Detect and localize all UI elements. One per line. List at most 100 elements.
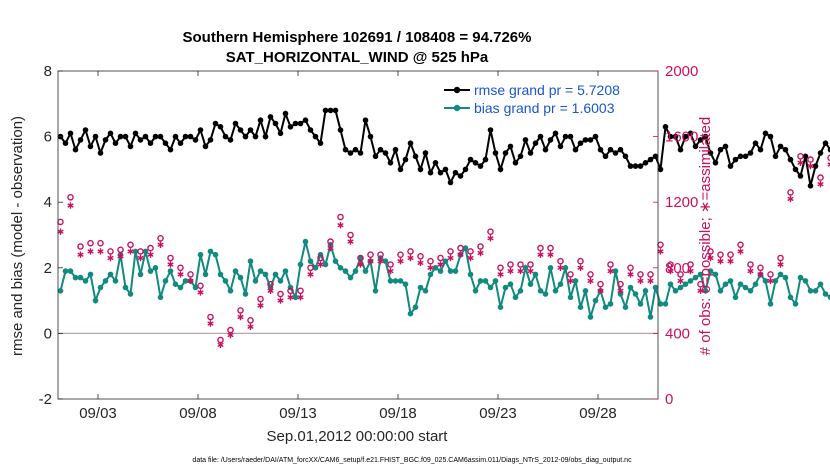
rmse-point xyxy=(792,166,799,173)
bias-point xyxy=(392,278,399,284)
rmse-point xyxy=(487,127,494,133)
obs-assimilated-point xyxy=(317,261,324,268)
obs-assimilated-point xyxy=(167,261,174,268)
obs-assimilated-point xyxy=(677,277,684,285)
rmse-point xyxy=(437,169,444,176)
bias-point xyxy=(202,271,209,278)
obs-assimilated-point xyxy=(457,251,464,258)
left-y-tick-label: 0 xyxy=(44,325,52,342)
bias-point xyxy=(87,271,94,278)
obs-possible-point xyxy=(657,241,664,249)
bias-point xyxy=(492,278,499,284)
rmse-point xyxy=(552,130,559,137)
obs-possible-point xyxy=(117,246,124,254)
obs-assimilated-point xyxy=(137,254,144,262)
obs-assimilated-point xyxy=(697,287,704,294)
obs-assimilated-point xyxy=(247,323,254,330)
left-y-tick-label: 6 xyxy=(44,129,52,146)
obs-possible-point xyxy=(107,248,114,255)
obs-possible-point xyxy=(367,251,374,258)
obs-possible-point xyxy=(597,280,604,288)
rmse-point xyxy=(292,120,299,127)
bias-point xyxy=(102,278,109,284)
obs-assimilated-point xyxy=(497,271,504,278)
obs-assimilated-point xyxy=(397,258,404,265)
obs-assimilated-point xyxy=(357,261,364,268)
obs-assimilated-point xyxy=(157,241,164,248)
rmse-point xyxy=(312,133,319,140)
obs-assimilated-point xyxy=(107,254,114,262)
rmse-point xyxy=(117,133,124,140)
bias-point xyxy=(177,284,184,291)
bias-point xyxy=(742,284,749,291)
bias-point xyxy=(732,294,739,301)
bias-point xyxy=(292,294,299,301)
right-y-axis-label: # of obs: o=possible; ∗=assimilated xyxy=(697,117,714,356)
obs-possible-point xyxy=(277,290,284,298)
rmse-point xyxy=(302,117,309,123)
obs-assimilated-point xyxy=(147,251,154,258)
obs-assimilated-point xyxy=(737,248,744,255)
bias-point xyxy=(132,248,139,255)
rmse-point xyxy=(137,137,144,143)
obs-assimilated-point xyxy=(277,297,284,304)
bias-point xyxy=(792,301,799,307)
obs-assimilated-point xyxy=(237,313,244,321)
rmse-point xyxy=(277,130,284,137)
rmse-point xyxy=(462,166,469,173)
bias-point xyxy=(612,268,619,274)
obs-assimilated-point xyxy=(297,294,304,301)
plot-frame xyxy=(57,70,659,400)
rmse-point xyxy=(242,133,249,140)
x-axis-label: Sep.01,2012 00:00:00 start xyxy=(267,428,449,445)
obs-assimilated-point xyxy=(227,331,234,339)
rmse-point xyxy=(677,146,684,153)
bias-point xyxy=(412,304,419,311)
bias-line xyxy=(59,241,830,318)
obs-assimilated-point xyxy=(217,341,224,349)
bias-point xyxy=(822,291,829,297)
obs-assimilated-point xyxy=(787,195,794,203)
obs-assimilated-point xyxy=(607,267,614,275)
legend-bias-label: bias grand pr = 1.6003 xyxy=(474,100,615,116)
obs-possible-point xyxy=(357,254,364,262)
rmse-point xyxy=(602,153,609,160)
bias-point xyxy=(692,274,699,281)
obs-possible-point xyxy=(417,252,424,260)
rmse-point xyxy=(587,137,594,143)
obs-possible-point xyxy=(97,239,104,247)
obs-assimilated-point xyxy=(597,287,604,294)
obs-assimilated-point xyxy=(417,259,424,267)
rmse-point xyxy=(692,143,699,150)
rmse-point xyxy=(822,140,829,146)
bias-point xyxy=(652,284,659,291)
rmse-point xyxy=(562,133,569,140)
obs-possible-point xyxy=(287,287,294,295)
rmse-point xyxy=(297,120,304,127)
bias-point xyxy=(242,291,249,297)
obs-possible-point xyxy=(297,287,304,295)
obs-possible-point xyxy=(127,241,134,249)
obs-possible-point xyxy=(797,152,804,160)
rmse-point xyxy=(337,127,344,133)
obs-assimilated-point xyxy=(337,222,344,229)
obs-possible-point xyxy=(587,271,594,278)
bias-point xyxy=(72,274,79,281)
bias-point xyxy=(482,278,489,284)
rmse-point xyxy=(387,160,394,166)
rmse-point xyxy=(172,133,179,140)
bias-point xyxy=(497,304,504,311)
bias-point xyxy=(502,284,509,291)
bias-point xyxy=(432,265,439,271)
rmse-point xyxy=(532,140,539,146)
rmse-point xyxy=(627,163,634,169)
obs-assimilated-point xyxy=(117,253,124,260)
rmse-point xyxy=(417,166,424,173)
rmse-point xyxy=(262,133,269,140)
bias-point xyxy=(467,271,474,278)
rmse-point xyxy=(702,133,709,140)
bias-point xyxy=(462,245,469,251)
obs-assimilated-point xyxy=(407,254,414,262)
bias-point xyxy=(797,274,804,281)
